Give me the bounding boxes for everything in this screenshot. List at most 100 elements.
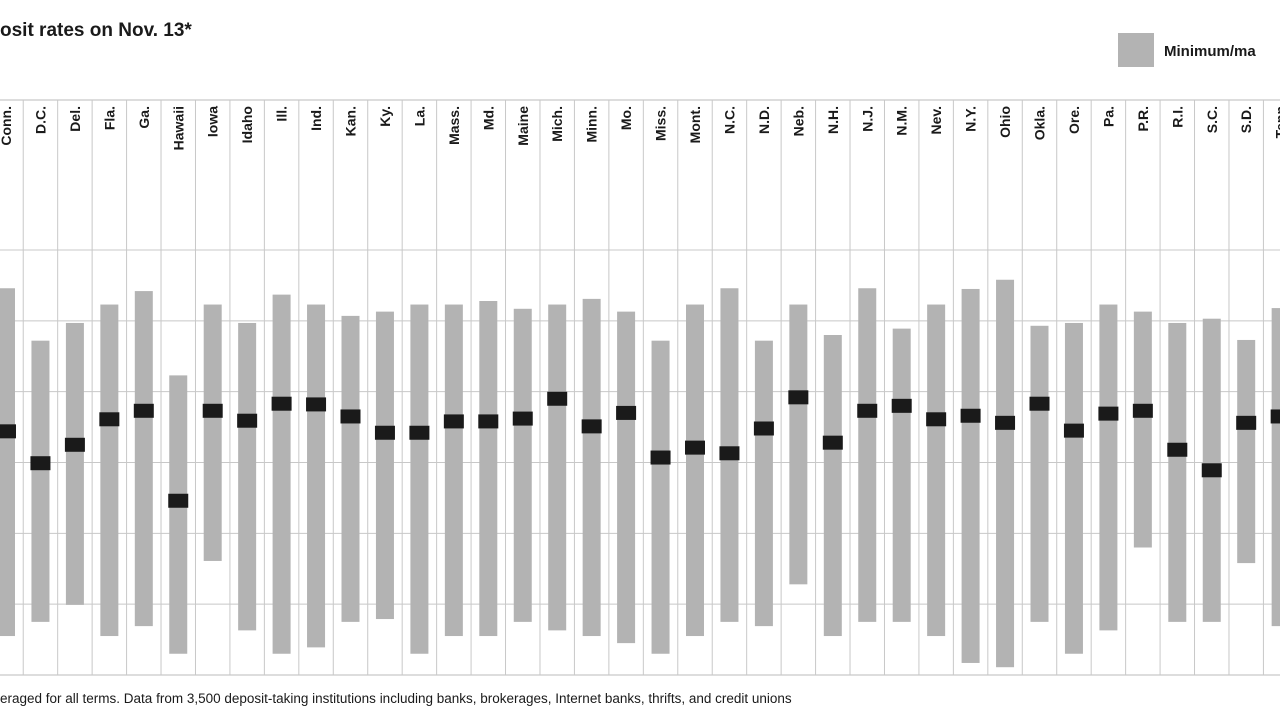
range-bar [858, 288, 877, 622]
average-marker [1167, 442, 1188, 457]
range-bar [1133, 311, 1152, 548]
average-marker [271, 396, 292, 411]
x-tick-label: P.R. [1135, 106, 1151, 131]
average-marker [1098, 406, 1119, 421]
average-marker [857, 403, 878, 418]
x-tick-label: N.D. [756, 106, 772, 134]
average-marker [0, 424, 16, 439]
average-marker [409, 425, 430, 440]
average-marker [581, 419, 602, 434]
x-tick-label: Md. [480, 106, 496, 130]
average-marker [202, 403, 223, 418]
x-tick-label: Ill. [274, 106, 290, 122]
x-tick-label: Ohio [997, 106, 1013, 138]
average-marker [788, 390, 809, 405]
x-tick-label: Conn. [0, 106, 14, 146]
average-marker [753, 421, 774, 436]
x-tick-label: Fla. [101, 106, 117, 130]
x-tick-label: Pa. [1100, 106, 1116, 127]
legend-label: Minimum/ma [1164, 43, 1256, 60]
range-bar [1237, 339, 1256, 564]
x-tick-label: N.M. [894, 106, 910, 136]
range-bar [134, 291, 153, 627]
average-marker [1270, 409, 1280, 424]
average-marker [995, 415, 1016, 430]
x-tick-label: Del. [67, 106, 83, 132]
average-marker [1063, 423, 1084, 438]
average-marker [99, 412, 120, 427]
average-marker [374, 425, 395, 440]
range-bar [272, 294, 291, 654]
range-bar [927, 304, 946, 637]
average-marker [1236, 415, 1257, 430]
x-tick-label: Okla. [1032, 106, 1048, 140]
x-tick-label: Mich. [549, 106, 565, 142]
x-tick-label: Hawaii [170, 106, 186, 150]
range-bar [789, 304, 808, 585]
x-tick-label: Tenn [1273, 106, 1280, 138]
range-bar [1271, 308, 1280, 627]
average-marker [719, 446, 740, 461]
range-bar [1030, 325, 1049, 622]
range-bar [823, 335, 842, 637]
range-bar [961, 288, 980, 663]
average-marker [478, 414, 499, 429]
average-marker [30, 456, 51, 471]
x-tick-label: N.H. [825, 106, 841, 134]
average-marker [64, 437, 85, 452]
average-marker [650, 450, 671, 465]
range-bar [548, 304, 567, 631]
x-tick-label: Maine [515, 106, 531, 146]
average-marker [926, 412, 947, 427]
range-bar [203, 304, 222, 561]
range-bar [307, 304, 326, 648]
average-marker [685, 440, 705, 455]
x-tick-label: Iowa [205, 106, 221, 137]
range-bar [996, 279, 1015, 668]
average-marker [960, 408, 981, 423]
average-marker [1029, 396, 1050, 411]
average-marker [443, 414, 464, 429]
average-marker [133, 403, 154, 418]
x-tick-label: Idaho [239, 106, 255, 143]
range-bar [100, 304, 119, 637]
range-bar [892, 328, 911, 622]
x-tick-label: Kan. [343, 106, 359, 136]
x-tick-label: D.C. [32, 106, 48, 134]
x-tick-label: Mass. [446, 106, 462, 145]
range-bar [0, 288, 15, 637]
average-marker [340, 409, 361, 424]
average-marker [512, 411, 533, 426]
x-tick-label: Minn. [584, 106, 600, 143]
average-marker [1201, 463, 1222, 478]
range-bar [341, 315, 360, 622]
range-bar [375, 311, 394, 620]
x-tick-label: Ore. [1066, 106, 1082, 134]
range-bar [31, 340, 50, 622]
range-bar [479, 301, 498, 637]
x-tick-label: Neb. [790, 106, 806, 136]
range-bar [410, 304, 429, 654]
average-marker [822, 435, 843, 450]
footnote: eraged for all terms. Data from 3,500 de… [0, 691, 792, 706]
average-marker [306, 397, 327, 412]
x-tick-label: R.I. [1169, 106, 1185, 128]
x-tick-label: N.Y. [963, 106, 979, 132]
range-bar [169, 375, 188, 654]
x-tick-label: N.C. [721, 106, 737, 134]
x-tick-label: N.J. [859, 106, 875, 132]
x-tick-label: La. [411, 106, 427, 126]
x-tick-label: S.D. [1238, 106, 1254, 133]
range-bar [686, 304, 704, 637]
average-marker [168, 493, 189, 508]
average-marker [547, 391, 568, 406]
x-tick-label: S.C. [1204, 106, 1220, 133]
x-tick-label: Ind. [308, 106, 324, 131]
x-tick-label: Nev. [928, 106, 944, 135]
x-tick-label: Mo. [618, 106, 634, 130]
legend-swatch [1118, 33, 1154, 67]
x-tick-label: Ky. [377, 106, 393, 127]
chart-title: osit rates on Nov. 13* [0, 20, 192, 41]
average-marker [616, 405, 637, 420]
